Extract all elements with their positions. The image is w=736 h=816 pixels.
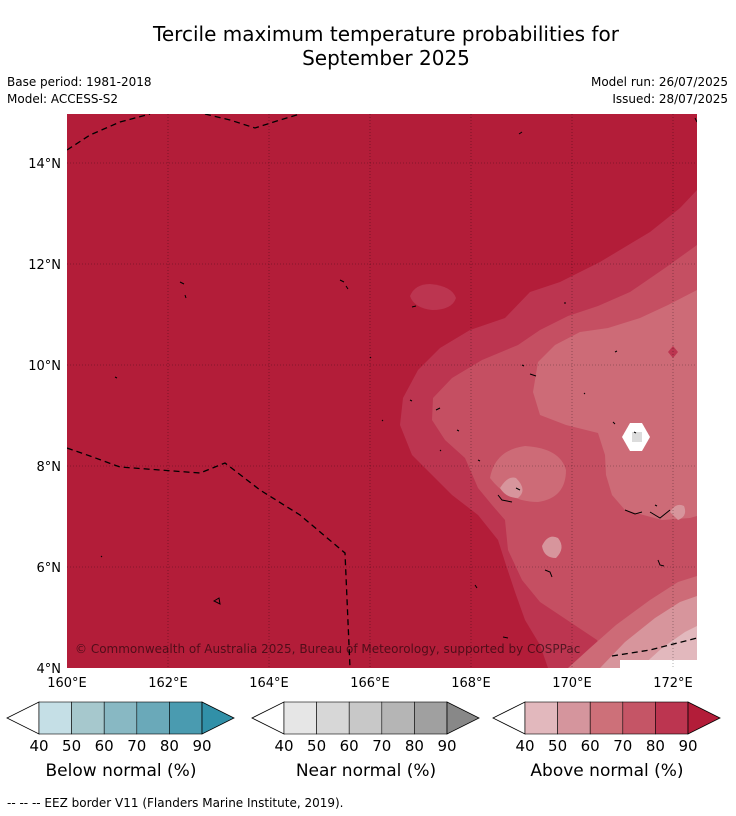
colorbar-segment — [38, 701, 72, 735]
lat-label: 10°N — [28, 359, 61, 374]
colorbar-tick-label: 90 — [678, 737, 697, 755]
meta-right: Model run: 26/07/2025 Issued: 28/07/2025 — [591, 74, 728, 108]
colorbar-tick-label: 90 — [437, 737, 456, 755]
colorbar-tick-label: 80 — [405, 737, 424, 755]
white-spot-core — [632, 432, 642, 442]
lat-label: 4°N — [37, 662, 62, 677]
lon-label: 166°E — [350, 676, 390, 691]
above-50-dot-east — [670, 504, 686, 520]
lon-label: 172°E — [653, 676, 693, 691]
base-period: Base period: 1981-2018 — [7, 75, 152, 89]
colorbar-extend-low — [251, 701, 285, 735]
above-60-region — [533, 290, 697, 520]
colorbar-extend-low — [492, 701, 526, 735]
colorbar-tick-label: 40 — [29, 737, 48, 755]
colorbar-segment — [283, 701, 317, 735]
colorbar-tick-label: 50 — [62, 737, 81, 755]
gridlines — [67, 114, 697, 668]
lat-label: 6°N — [37, 561, 62, 576]
colorbar-tick-label: 80 — [160, 737, 179, 755]
lon-label: 160°E — [47, 676, 87, 691]
above-50-dot — [542, 536, 562, 558]
lat-label: 14°N — [28, 157, 61, 172]
lon-label: 170°E — [552, 676, 592, 691]
above-50-blob — [500, 477, 523, 498]
above-normal-colorbar: 40 50 60 70 80 90 — [492, 701, 721, 755]
lon-label: 164°E — [249, 676, 289, 691]
lat-label: 8°N — [37, 460, 62, 475]
near-normal-title: Near normal (%) — [295, 761, 437, 781]
colorbar-segment — [414, 701, 448, 735]
colorbar-extend-high — [446, 701, 480, 735]
colorbar-segment — [381, 701, 415, 735]
map-title-line1: Tercile maximum temperature probabilitie… — [153, 22, 619, 46]
model-name: Model: ACCESS-S2 — [7, 92, 119, 106]
below-40-patch — [620, 660, 697, 668]
colorbar-tick-label: 40 — [515, 737, 534, 755]
colorbar-tick-label: 40 — [274, 737, 293, 755]
colorbar-tick-label: 60 — [95, 737, 114, 755]
model-run: Model run: 26/07/2025 — [590, 75, 728, 89]
colorbar-tick-label: 70 — [372, 737, 391, 755]
colorbar-tick-label: 50 — [548, 737, 567, 755]
copyright-notice: © Commonwealth of Australia 2025, Bureau… — [75, 642, 580, 656]
colorbar-segment — [136, 701, 170, 735]
colorbar-segment — [589, 701, 624, 735]
colorbar-segment — [557, 701, 591, 735]
colorbar-segment — [169, 701, 203, 735]
colorbar-segment — [103, 701, 138, 735]
issued-date: Issued: 28/07/2025 — [612, 92, 728, 106]
meta-left: Base period: 1981-2018 Model: ACCESS-S2 — [7, 74, 152, 108]
colorbar-tick-label: 60 — [581, 737, 600, 755]
colorbar-segment — [316, 701, 350, 735]
colorbar-segment — [622, 701, 656, 735]
colorbars: 40 50 60 70 80 90 40 50 60 70 80 90 40 50 60 70 80 90 — [6, 701, 721, 755]
colorbar-extend-low — [6, 701, 40, 735]
above-40-south — [640, 626, 697, 668]
below-normal-colorbar: 40 50 60 70 80 90 — [6, 701, 235, 755]
colorbar-segment — [524, 701, 558, 735]
lon-label: 162°E — [148, 676, 188, 691]
near-normal-colorbar: 40 50 60 70 80 90 — [251, 701, 480, 755]
latitude-labels: 14°N 12°N 10°N 8°N 6°N 4°N — [28, 157, 61, 677]
islands — [100, 117, 697, 639]
probability-field — [67, 114, 697, 668]
map-title-line2: September 2025 — [302, 46, 470, 70]
below-normal-title: Below normal (%) — [45, 761, 197, 781]
colorbar-tick-label: 70 — [613, 737, 632, 755]
longitude-labels: 160°E 162°E 164°E 166°E 168°E 170°E 172°… — [47, 676, 693, 691]
eez-borders — [67, 114, 697, 668]
colorbar-tick-label: 60 — [340, 737, 359, 755]
above-80-blob — [410, 284, 456, 310]
above-normal-title: Above normal (%) — [530, 761, 684, 781]
colorbar-segment — [655, 701, 689, 735]
colorbar-extend-high — [687, 701, 721, 735]
lat-label: 12°N — [28, 258, 61, 273]
eez-footnote: -- -- -- EEZ border V11 (Flanders Marine… — [7, 796, 344, 810]
colorbar-segment — [348, 701, 383, 735]
colorbar-extend-high — [201, 701, 235, 735]
colorbar-tick-label: 90 — [192, 737, 211, 755]
colorbar-segment — [71, 701, 105, 735]
colorbar-tick-label: 70 — [127, 737, 146, 755]
map-title: Tercile maximum temperature probabilitie… — [0, 22, 736, 70]
colorbar-tick-label: 80 — [646, 737, 665, 755]
colorbar-tick-label: 50 — [307, 737, 326, 755]
lon-label: 168°E — [451, 676, 491, 691]
